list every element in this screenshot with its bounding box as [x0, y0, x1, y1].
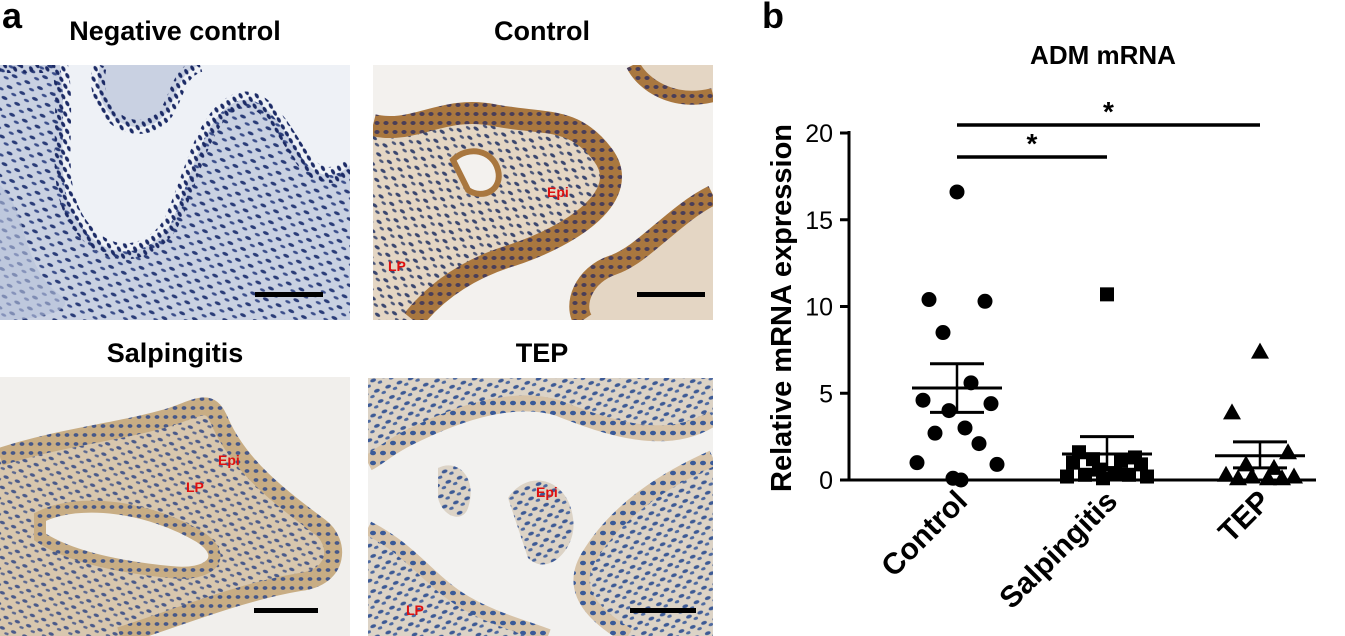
y-tick-label: 20: [805, 120, 833, 148]
data-point-circle: [971, 436, 987, 452]
x-tick-label: Salpingitis: [993, 485, 1124, 616]
y-axis-label: Relative mRNA expression: [766, 124, 798, 492]
micrograph-title-negative-control: Negative control: [69, 16, 281, 46]
tissue-label-lp: LP: [406, 602, 424, 618]
significance-label: *: [1027, 128, 1038, 159]
x-tick-label: Control: [875, 485, 974, 584]
data-point-circle: [957, 420, 973, 436]
tissue-label-epi: Epi: [218, 452, 240, 468]
chart-title: ADM mRNA: [1030, 40, 1176, 70]
data-point-circle: [977, 293, 993, 309]
panel-b-label: b: [762, 0, 784, 36]
axes: 0 5 10 15 20: [805, 120, 1316, 495]
scale-bar: [254, 608, 318, 613]
data-point-triangle: [1217, 465, 1235, 482]
tissue-label-lp: LP: [388, 258, 406, 274]
data-point-circle: [949, 184, 965, 200]
data-point-square: [1100, 287, 1114, 302]
data-point-circle: [921, 292, 937, 308]
data-point-square: [1108, 466, 1122, 481]
data-point-square: [1140, 469, 1154, 484]
data-point-triangle: [1251, 342, 1269, 359]
micrograph-title-salpingitis: Salpingitis: [106, 338, 244, 368]
data-point-triangle: [1273, 469, 1291, 486]
tissue-label-epi: Epi: [547, 184, 569, 200]
data-points: [909, 184, 1303, 488]
y-tick-label: 15: [805, 207, 833, 235]
micrograph-negative-control: [0, 65, 350, 320]
data-point-triangle: [1223, 403, 1241, 420]
data-point-circle: [953, 472, 969, 488]
data-point-triangle: [1285, 467, 1303, 484]
micrograph-tep: Epi LP: [368, 378, 713, 636]
tissue-label-epi: Epi: [536, 484, 558, 500]
micrograph-control: Epi LP: [373, 65, 713, 320]
micrograph-title-tep: TEP: [515, 338, 569, 368]
data-point-circle: [935, 325, 951, 341]
data-point-circle: [941, 403, 957, 419]
micrograph-salpingitis: Epi LP: [0, 377, 350, 636]
data-point-square: [1066, 455, 1080, 470]
data-point-triangle: [1237, 455, 1255, 472]
data-point-square: [1096, 471, 1110, 486]
data-point-triangle: [1265, 458, 1283, 475]
y-tick-label: 0: [819, 467, 833, 495]
significance-label: *: [1103, 96, 1114, 127]
data-point-square: [1122, 467, 1136, 482]
data-point-triangle: [1243, 467, 1261, 484]
scale-bar: [637, 292, 705, 297]
x-tick-label: TEP: [1212, 485, 1277, 550]
tissue-label-lp: LP: [186, 479, 204, 495]
data-point-circle: [989, 456, 1005, 472]
data-point-circle: [927, 425, 943, 441]
adm-mrna-scatter-chart: ADM mRNA Relative mRNA expression 0 5 10 15…: [766, 40, 1316, 616]
data-point-square: [1078, 467, 1092, 482]
data-point-triangle: [1259, 469, 1277, 486]
data-point-triangle: [1229, 469, 1247, 486]
significance-bars: **: [957, 96, 1260, 159]
data-point-circle: [909, 455, 925, 471]
panel-a-label: a: [2, 0, 23, 36]
x-tick-labels: Control Salpingitis TEP: [875, 485, 1277, 616]
data-point-square: [1114, 453, 1128, 468]
data-point-square: [1060, 469, 1074, 484]
micrograph-title-control: Control: [494, 16, 590, 46]
y-tick-label: 10: [805, 294, 833, 322]
data-point-triangle: [1279, 443, 1297, 460]
data-point-circle: [915, 392, 931, 408]
scale-bar: [255, 292, 323, 297]
data-point-circle: [963, 375, 979, 391]
y-tick-label: 5: [819, 380, 833, 408]
data-point-square: [1134, 457, 1148, 472]
data-point-circle: [983, 396, 999, 412]
scale-bar: [630, 608, 696, 613]
